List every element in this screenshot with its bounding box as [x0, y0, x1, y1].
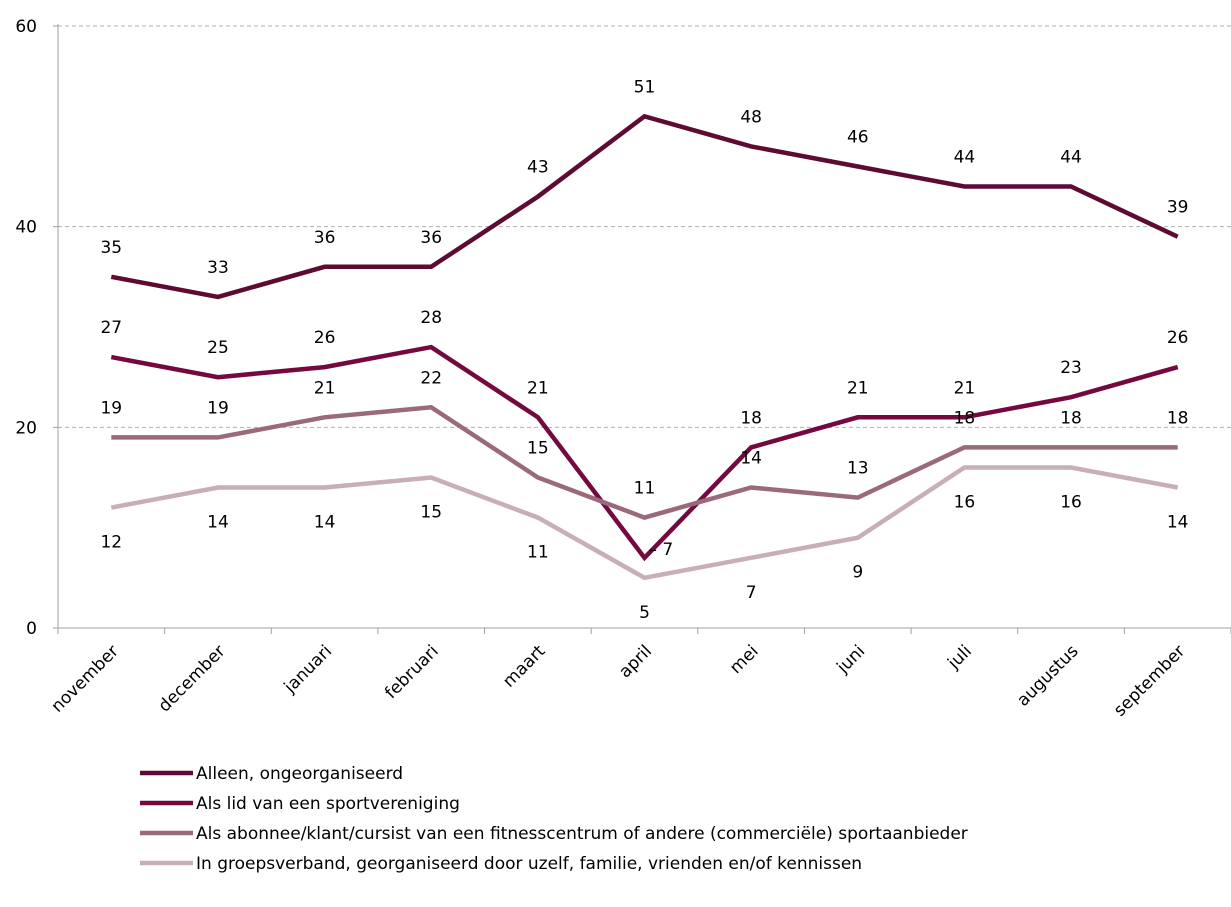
data-label: 18 — [1060, 408, 1082, 428]
data-label: 28 — [420, 308, 442, 328]
data-label: 21 — [527, 378, 549, 398]
legend-label: Als lid van een sportvereniging — [196, 794, 460, 814]
series-line-1 — [110, 344, 1179, 562]
data-label: 15 — [420, 503, 442, 523]
legend-label: Als abonnee/klant/cursist van een fitnes… — [196, 824, 968, 844]
x-tick-label: september — [1110, 641, 1189, 720]
data-label: 48 — [740, 107, 762, 127]
x-tick-label: juli — [943, 641, 975, 673]
series-lines — [110, 113, 1179, 581]
data-label: 16 — [1060, 492, 1082, 512]
data-label: 26 — [314, 328, 336, 348]
data-labels: 35 33 36 36 43 51 48 46 44 44 39 27 25 26 28 21 – 7 18 21 2… — [100, 77, 1188, 623]
data-label: 11 — [634, 479, 656, 499]
x-tick-label: december — [155, 641, 230, 716]
x-tick-label: november — [48, 641, 123, 716]
data-label: 33 — [207, 258, 229, 278]
x-tick-label: februari — [381, 641, 443, 703]
data-label: 14 — [314, 513, 336, 533]
x-tick-label: april — [615, 641, 656, 682]
data-label: 25 — [207, 338, 229, 358]
data-label: 44 — [954, 148, 976, 168]
x-tick-label: augustus — [1013, 641, 1082, 710]
data-label: 15 — [527, 439, 549, 459]
series-line-0 — [110, 113, 1179, 300]
series-line-3 — [110, 465, 1179, 581]
data-label: 27 — [100, 318, 122, 338]
data-label: 5 — [639, 603, 650, 623]
data-label-value: 7 — [662, 540, 673, 560]
data-label: 13 — [847, 459, 869, 479]
y-tick-label: 20 — [15, 418, 37, 438]
data-label: 36 — [420, 228, 442, 248]
data-label: 21 — [314, 378, 336, 398]
legend-label: In groepsverband, georganiseerd door uze… — [196, 854, 862, 874]
x-tick-label: maart — [499, 641, 549, 691]
data-label: 36 — [314, 228, 336, 248]
series-line-2 — [111, 404, 1178, 520]
x-tick-label: januari — [280, 641, 336, 697]
legend: Alleen, ongeorganiseerd Als lid van een s… — [140, 764, 968, 874]
axes: 0 20 40 60 november december januari februari ma… — [15, 17, 1231, 721]
data-label: 22 — [420, 368, 442, 388]
data-label: 9 — [852, 563, 863, 583]
x-tick-label: juni — [833, 641, 870, 678]
legend-label: Alleen, ongeorganiseerd — [196, 764, 403, 784]
data-label: 18 — [740, 408, 762, 428]
data-label: 14 — [1167, 513, 1189, 533]
data-label: 51 — [634, 77, 656, 97]
data-label: 14 — [207, 513, 229, 533]
data-label: 19 — [207, 398, 229, 418]
data-label: 18 — [1167, 408, 1189, 428]
data-label: 7 — [746, 583, 757, 603]
data-label: 23 — [1060, 358, 1082, 378]
data-label: 11 — [527, 543, 549, 563]
data-label: 39 — [1167, 198, 1189, 218]
data-label: 46 — [847, 127, 869, 147]
data-label: 14 — [740, 449, 762, 469]
y-tick-label: 0 — [26, 619, 37, 639]
data-label: 16 — [954, 492, 976, 512]
data-label: 19 — [100, 398, 122, 418]
y-tick-label: 60 — [15, 17, 37, 37]
data-label: 18 — [954, 408, 976, 428]
x-tick-label: mei — [726, 641, 763, 678]
y-tick-label: 40 — [15, 218, 37, 238]
data-label: 12 — [100, 533, 122, 553]
data-label: 43 — [527, 158, 549, 178]
data-label: 21 — [954, 378, 976, 398]
data-label: – 7 — [649, 540, 674, 560]
data-label: 26 — [1167, 328, 1189, 348]
data-label: 21 — [847, 378, 869, 398]
data-label: 35 — [100, 238, 122, 258]
data-label: 44 — [1060, 148, 1082, 168]
